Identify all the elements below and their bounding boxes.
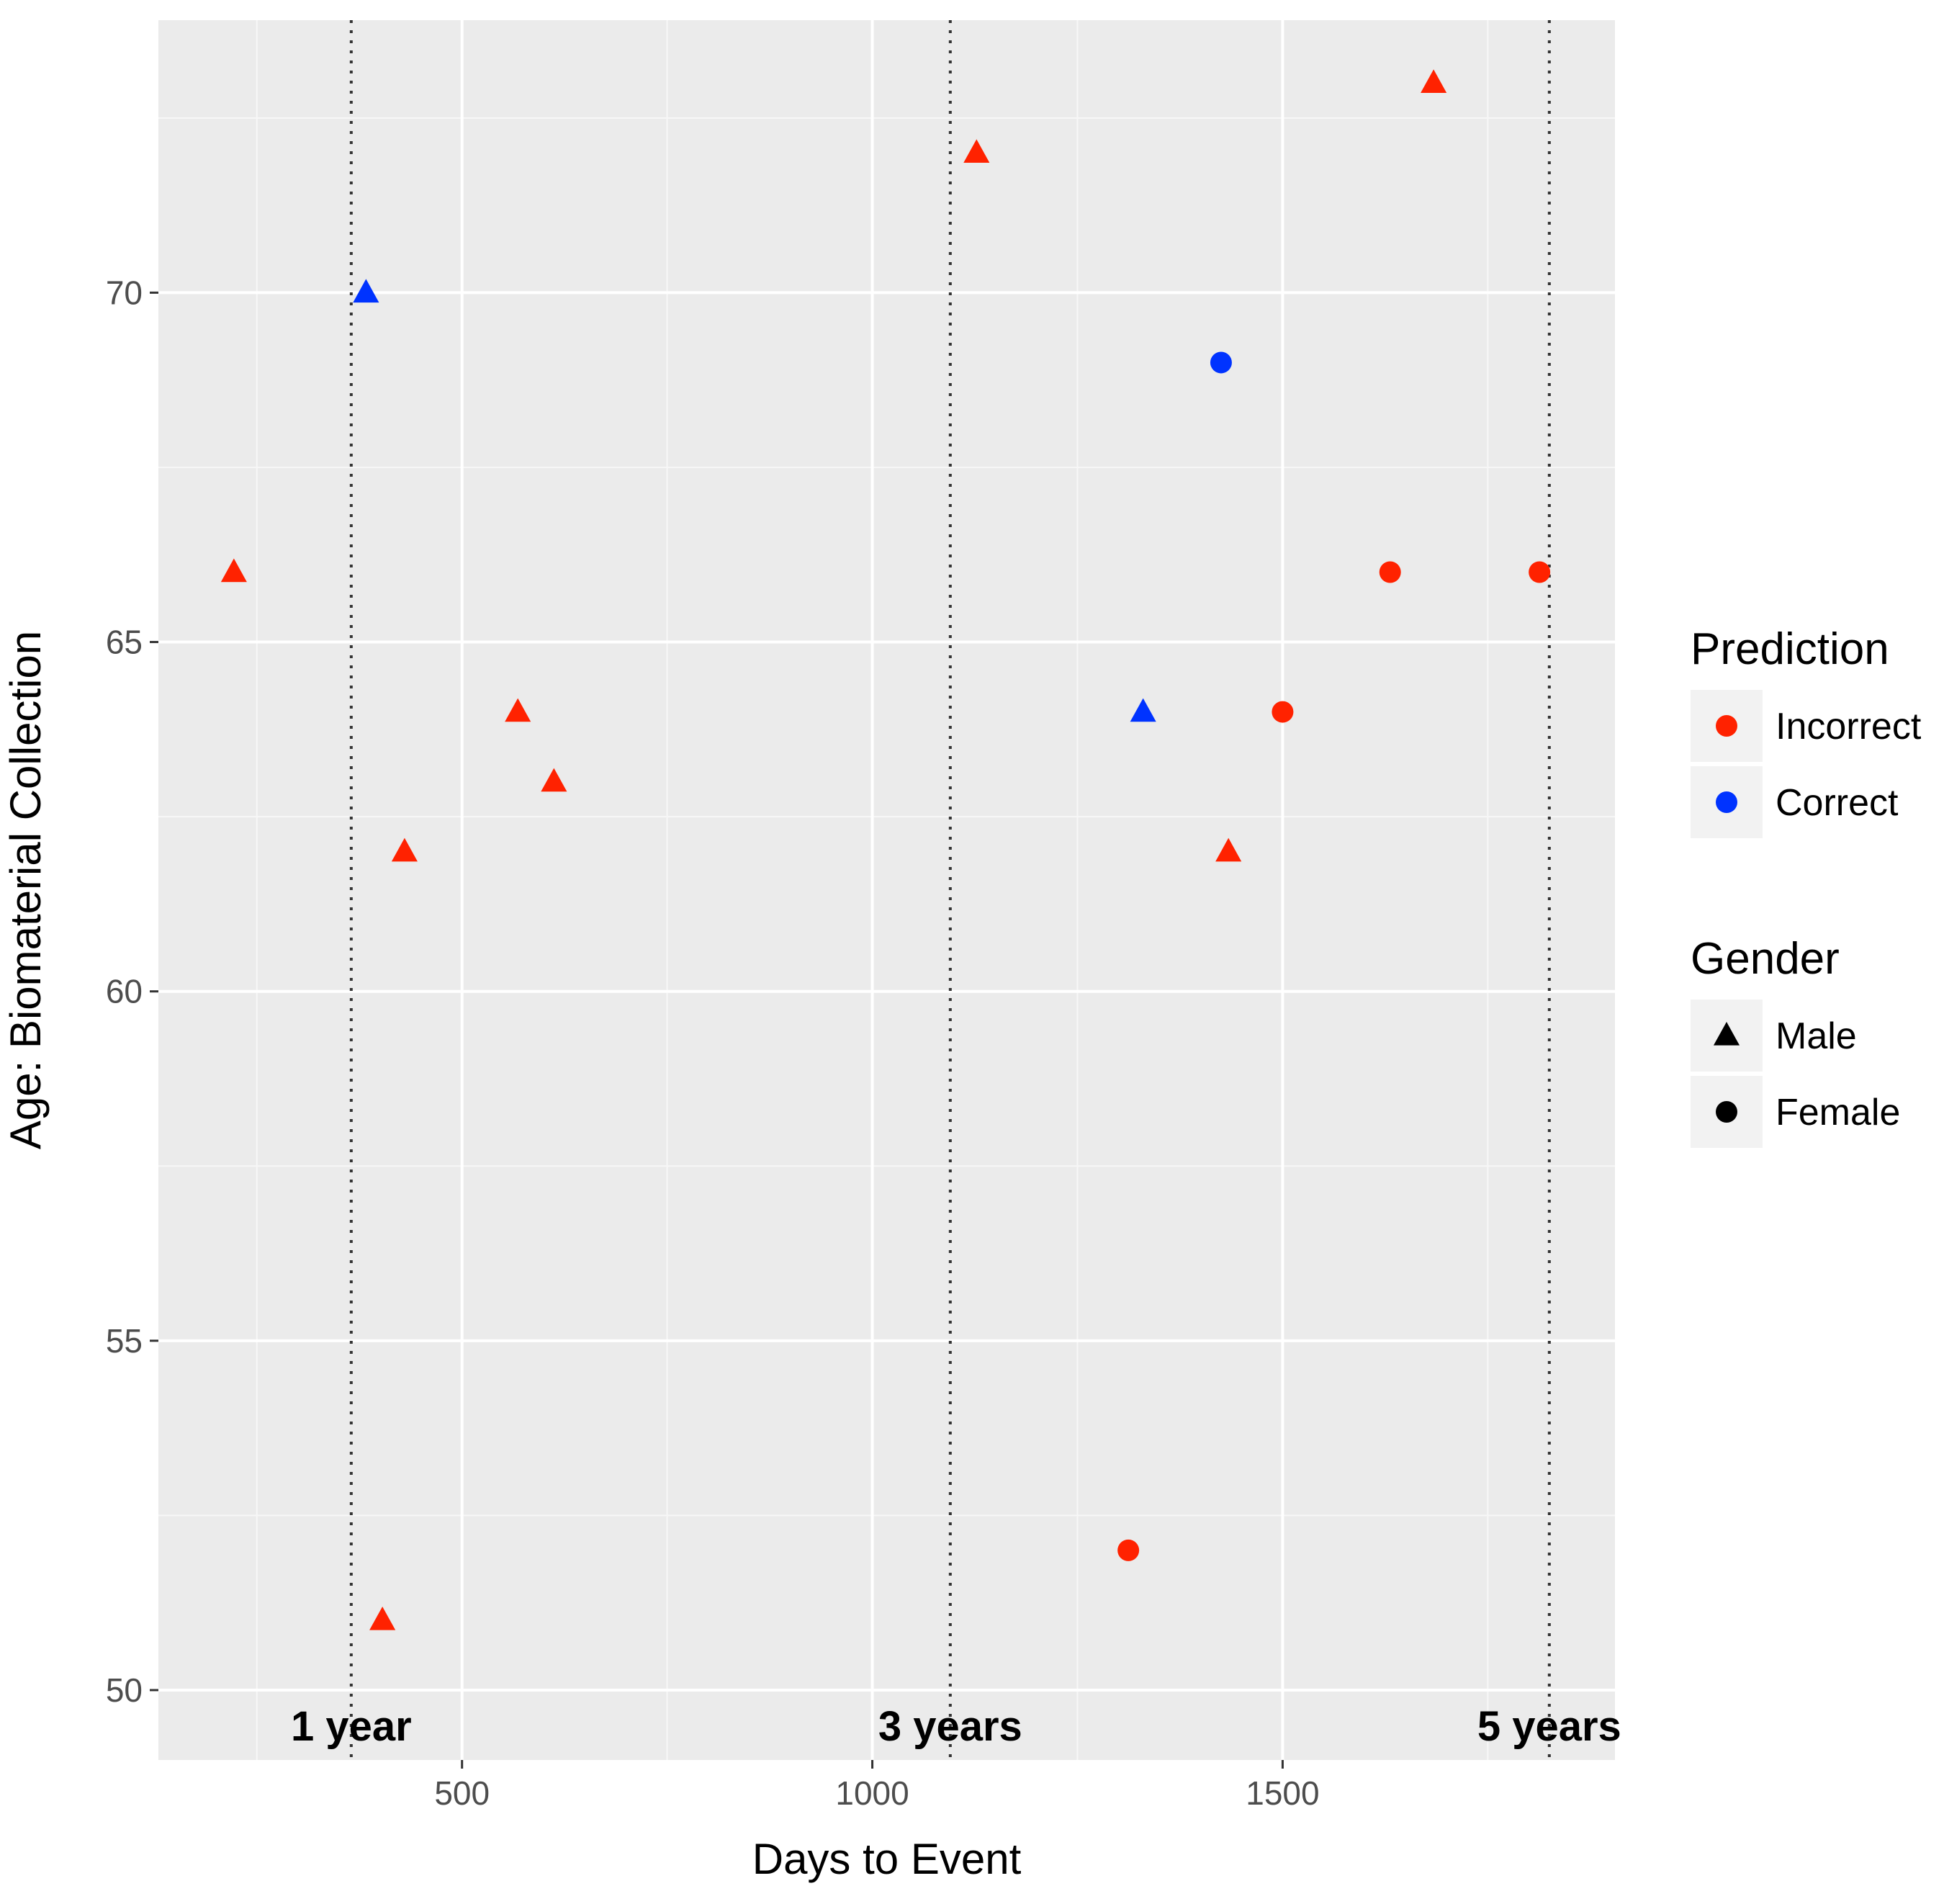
y-axis-ticks: 50 55 60 65 70 (106, 274, 158, 1709)
point-male-incorrect (391, 838, 418, 862)
point-male-correct (1130, 698, 1156, 722)
grid-minor (158, 20, 1615, 1760)
point-male-incorrect (1215, 838, 1242, 862)
x-axis-ticks: 500 1000 1500 (434, 1760, 1320, 1812)
y-tick-label: 65 (106, 624, 143, 661)
legend-label: Female (1776, 1092, 1900, 1133)
x-axis-title: Days to Event (752, 1835, 1022, 1883)
legend-label: Correct (1776, 782, 1899, 824)
legend-key-circle-icon (1716, 791, 1737, 813)
legend: Prediction Incorrect Correct Gender Male Fema… (1691, 624, 1922, 1148)
point-male-incorrect (369, 1606, 396, 1630)
reference-line-label: 5 years (1477, 1703, 1621, 1750)
legend-label: Incorrect (1776, 706, 1922, 747)
point-female-incorrect (1272, 701, 1294, 723)
x-tick-label: 1500 (1246, 1774, 1319, 1812)
grid-major (158, 20, 1615, 1760)
x-tick-label: 1000 (835, 1774, 909, 1812)
point-female-incorrect (1529, 561, 1551, 583)
y-tick-label: 60 (106, 973, 143, 1010)
legend-title: Gender (1691, 934, 1840, 984)
point-female-incorrect (1117, 1539, 1140, 1561)
y-tick-label: 55 (106, 1322, 143, 1360)
point-male-incorrect (541, 768, 567, 792)
y-tick-label: 70 (106, 274, 143, 311)
legend-key-triangle-icon (1713, 1022, 1740, 1046)
point-female-correct (1210, 351, 1232, 374)
y-tick-label: 50 (106, 1671, 143, 1709)
legend-label: Male (1776, 1015, 1857, 1057)
point-male-correct (353, 279, 379, 303)
reference-lines: 1 year 3 years 5 years (291, 20, 1621, 1760)
reference-line-label: 1 year (291, 1703, 412, 1750)
reference-line-label: 3 years (878, 1703, 1022, 1750)
point-male-incorrect (1421, 69, 1447, 94)
x-tick-label: 500 (434, 1774, 490, 1812)
y-axis-title: Age: Biomaterial Collection (1, 631, 50, 1149)
plot-panel (158, 20, 1615, 1760)
data-points (220, 69, 1551, 1630)
point-male-incorrect (220, 558, 247, 583)
point-female-incorrect (1379, 561, 1401, 583)
legend-key-circle-icon (1716, 715, 1737, 737)
legend-title: Prediction (1691, 624, 1889, 674)
point-male-incorrect (505, 698, 531, 722)
legend-key-circle-icon (1716, 1101, 1737, 1123)
point-male-incorrect (963, 139, 990, 163)
